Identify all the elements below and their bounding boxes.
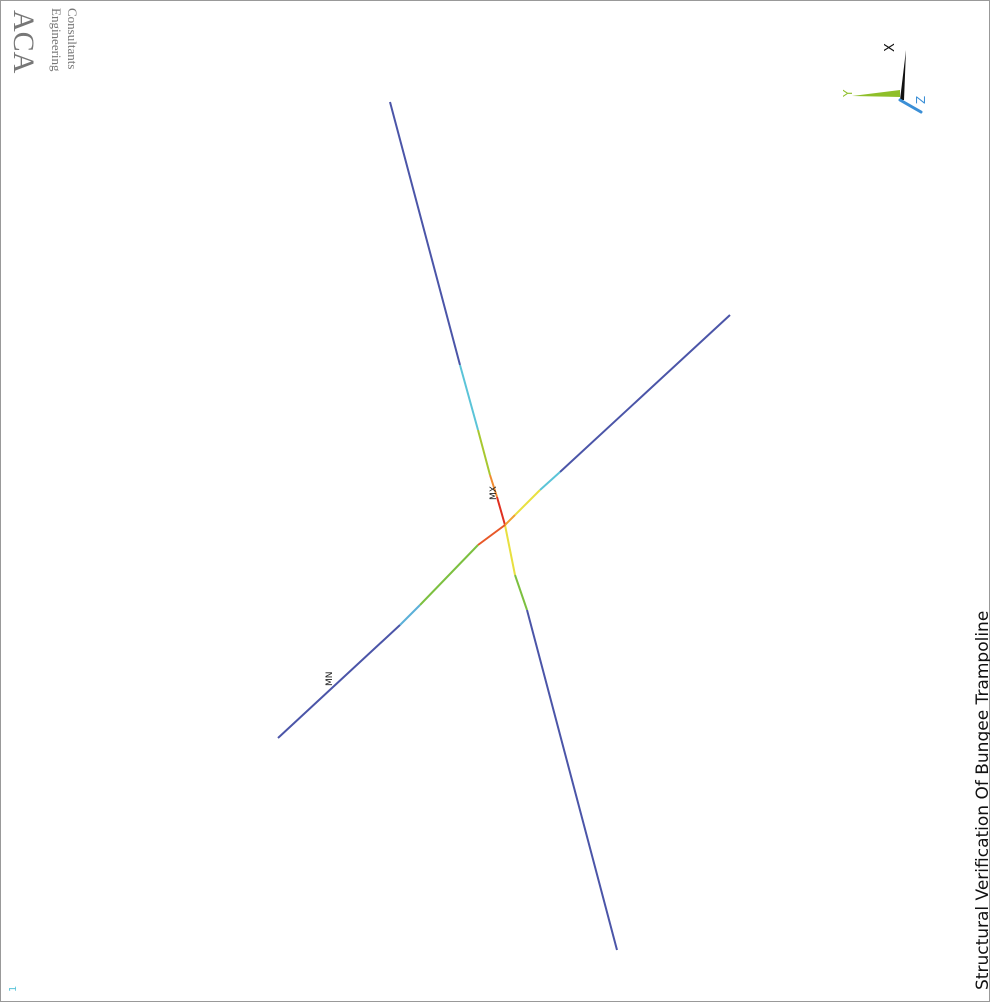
segment	[277, 624, 401, 739]
logo-line1: Engineering	[49, 8, 64, 72]
max-label: MX	[489, 486, 499, 500]
y-axis	[852, 90, 900, 97]
y-label: Y	[841, 89, 855, 98]
segment	[514, 489, 541, 516]
segment	[419, 544, 479, 606]
segment	[477, 524, 506, 546]
triad: X Y Z	[841, 43, 928, 114]
segment	[477, 429, 491, 476]
segment	[504, 524, 516, 576]
segment	[459, 364, 479, 431]
min-label: MN	[325, 672, 335, 687]
beam-1	[389, 101, 618, 951]
segment	[399, 604, 421, 626]
title: Structural Verification Of Bungee Trampo…	[973, 611, 990, 990]
segment	[504, 514, 516, 526]
segment	[496, 496, 506, 526]
segment	[489, 474, 498, 498]
segment	[514, 574, 528, 611]
logo: ACA Engineering Consultants	[7, 8, 80, 74]
z-axis	[898, 98, 923, 114]
segment	[559, 314, 731, 473]
segment	[389, 101, 461, 366]
x-axis	[900, 50, 906, 100]
z-label: Z	[914, 96, 928, 104]
logo-name: ACA	[7, 10, 40, 74]
segment	[526, 609, 618, 951]
x-label: X	[883, 43, 898, 52]
beam-2	[277, 314, 731, 739]
segment	[539, 471, 561, 491]
window-number: 1	[8, 986, 19, 992]
logo-line2: Consultants	[65, 8, 80, 69]
